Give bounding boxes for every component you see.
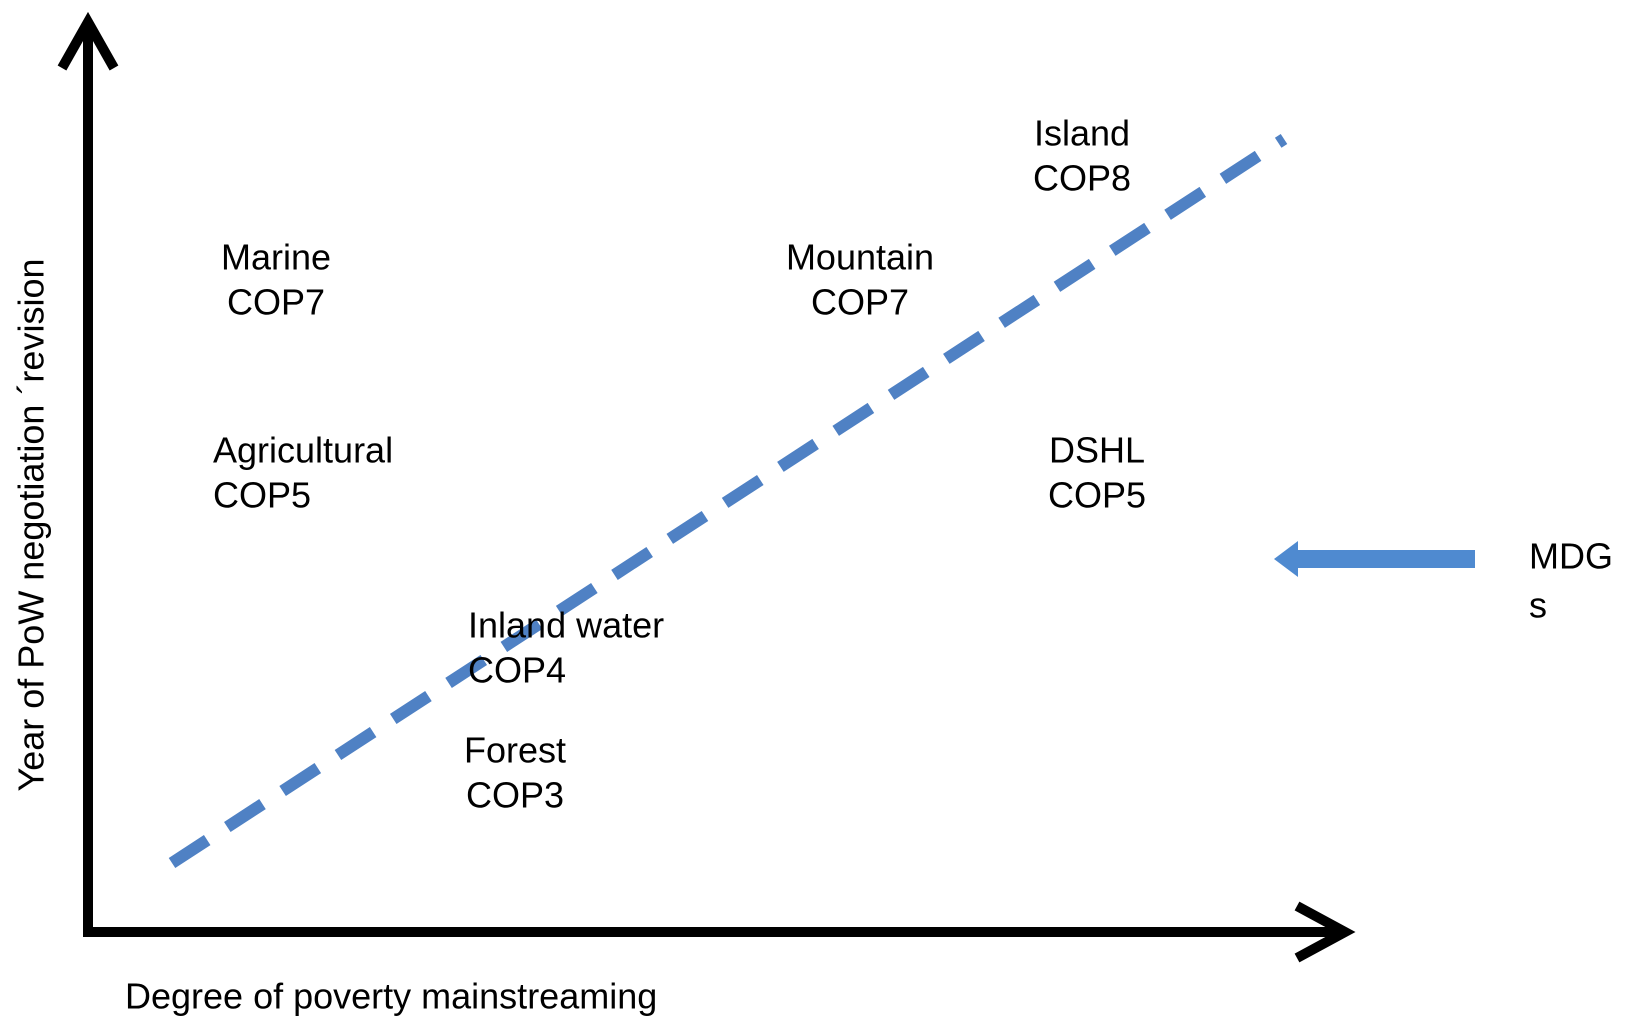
item-cop: COP4 [468, 650, 566, 691]
item-name: Island [1034, 113, 1130, 154]
trend-line [168, 133, 1288, 869]
item-name: Forest [464, 730, 566, 771]
item-cop: COP8 [1033, 158, 1131, 199]
mdgs-label: MDG [1529, 536, 1613, 577]
y-axis-arrowhead [57, 11, 119, 71]
item-name: Agricultural [213, 430, 393, 471]
item-name: Mountain [786, 237, 934, 278]
x-axis-arrowhead [1294, 901, 1356, 963]
item-cop: COP7 [227, 282, 325, 323]
item-name: Inland water [468, 605, 664, 646]
y-axis-label: Year of PoW negotiation ´revision [11, 259, 52, 792]
item-name: Marine [221, 237, 331, 278]
item-name: DSHL [1049, 430, 1145, 471]
mdgs-label: s [1529, 585, 1547, 626]
item-cop: COP3 [466, 775, 564, 816]
x-axis-label: Degree of poverty mainstreaming [125, 976, 657, 1017]
item-cop: COP5 [213, 475, 311, 516]
item-cop: COP5 [1048, 475, 1146, 516]
item-cop: COP7 [811, 282, 909, 323]
mdgs-arrowhead [1274, 541, 1298, 577]
